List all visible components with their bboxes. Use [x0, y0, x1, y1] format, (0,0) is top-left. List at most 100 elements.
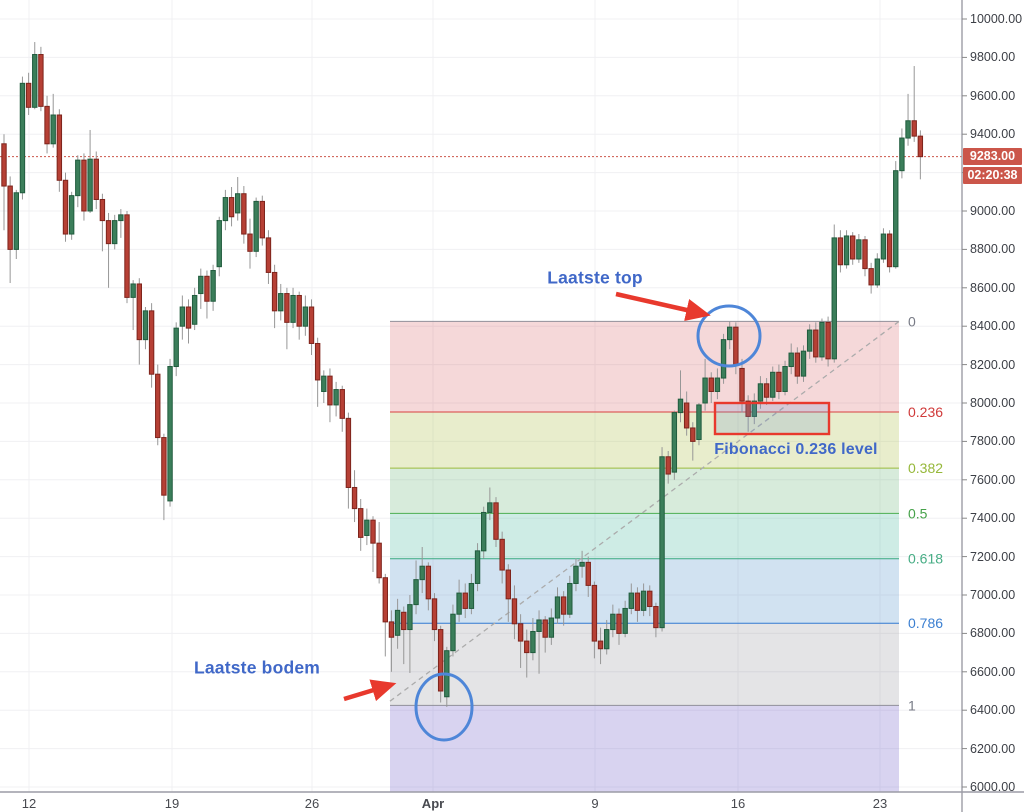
candle-body: [782, 366, 788, 392]
circle-laatste-bodem[interactable]: [414, 672, 474, 742]
candle-body: [105, 220, 112, 245]
time-tick-label: 26: [304, 796, 320, 811]
price-tick-label: 9800.00: [970, 50, 1016, 65]
time-tick-label: 9: [591, 796, 599, 811]
candle-body: [517, 623, 524, 642]
candle-body: [155, 373, 161, 439]
candle-body: [788, 352, 794, 368]
candle-body: [87, 158, 93, 212]
price-tick-label: 9600.00: [970, 88, 1016, 103]
candle-body: [142, 310, 149, 341]
fib-0236-highlight-rect[interactable]: [713, 401, 831, 436]
price-tick-label: 7800.00: [970, 434, 1016, 449]
annotation-fibonacci-level: Fibonacci 0.236 level: [714, 441, 878, 458]
candle-body: [733, 326, 739, 366]
candle-body: [573, 565, 579, 584]
candle-body: [708, 377, 714, 392]
candle-body: [321, 375, 327, 392]
candle-body: [161, 437, 167, 496]
fib-band: [390, 468, 899, 514]
fib-band-below-1: [390, 705, 899, 792]
candle-body: [210, 270, 216, 302]
candle-body: [56, 114, 63, 181]
candle-body: [462, 592, 468, 609]
candle-body: [763, 383, 770, 398]
candle-body: [382, 577, 389, 623]
candle-body: [93, 158, 99, 200]
candle-body: [825, 321, 831, 360]
arrow-laatste-top[interactable]: [615, 291, 711, 321]
candle-body: [653, 606, 659, 629]
fib-trendline[interactable]: [389, 320, 900, 702]
candle-body: [130, 283, 136, 298]
candle-body: [856, 239, 862, 260]
price-tick-label: 10000.00: [970, 12, 1023, 26]
candle-body: [339, 389, 345, 419]
circle-laatste-top[interactable]: [696, 304, 762, 368]
candle-body: [13, 192, 20, 250]
candle-body: [560, 596, 567, 615]
fib-band: [390, 412, 899, 469]
candle-body: [880, 233, 887, 260]
candle-body: [278, 293, 284, 312]
candle-body: [376, 542, 382, 579]
time-tick-label: 23: [872, 796, 888, 811]
candle-body: [7, 185, 13, 250]
time-tick-label: 19: [164, 796, 180, 811]
candle-body: [837, 237, 844, 266]
candle-body: [548, 617, 555, 638]
candle-body: [19, 82, 26, 194]
candle-body: [597, 640, 604, 650]
candle-body: [640, 590, 647, 611]
price-tick-label: 7200.00: [970, 549, 1016, 564]
candle-body: [554, 596, 561, 619]
candle-body: [610, 613, 616, 631]
candle-body: [185, 306, 192, 329]
candle-body: [1, 143, 7, 187]
time-tick-label: 16: [730, 796, 746, 811]
candle-body: [345, 417, 352, 488]
candle-body: [886, 233, 893, 268]
candle-body: [290, 294, 296, 323]
candle-body: [720, 339, 727, 379]
candle-body: [333, 389, 339, 406]
candle-body: [431, 598, 438, 631]
fib-level-label: 0.382: [908, 460, 943, 476]
candle-body: [265, 237, 272, 273]
candle-countdown-badge: 02:20:38: [963, 167, 1022, 185]
candle-body: [456, 592, 462, 615]
time-tick-label: 12: [21, 796, 37, 811]
candle-body: [628, 592, 634, 609]
candle-body: [727, 326, 733, 341]
candle-body: [591, 584, 598, 642]
candle-body: [136, 283, 143, 341]
candle-body: [911, 120, 917, 137]
candle-body: [542, 619, 548, 638]
time-tick-label: Apr: [421, 796, 445, 811]
candle-body: [259, 200, 266, 239]
candle-body: [745, 400, 751, 417]
candle-body: [868, 268, 874, 286]
candle-body: [235, 193, 241, 214]
candle-body: [351, 486, 358, 510]
arrow-laatste-bodem[interactable]: [343, 679, 397, 702]
current-price-badge: 9283.00: [963, 147, 1022, 165]
candle-body: [198, 275, 204, 295]
candle-body: [843, 235, 850, 266]
candle-body: [112, 220, 118, 245]
candle-body: [671, 412, 678, 473]
candle-body: [314, 342, 321, 381]
candle-body: [413, 579, 419, 606]
candle-body: [831, 237, 837, 360]
price-tick-label: 8400.00: [970, 319, 1016, 334]
fib-level-label: 0.618: [908, 551, 943, 567]
candle-body: [690, 427, 696, 442]
price-tick-label: 6000.00: [970, 780, 1016, 794]
candle-body: [99, 198, 106, 222]
candle-body: [917, 135, 924, 158]
annotation-laatste-bodem: Laatste bodem: [193, 657, 321, 678]
candle-body: [228, 197, 235, 218]
candle-body: [806, 329, 813, 352]
